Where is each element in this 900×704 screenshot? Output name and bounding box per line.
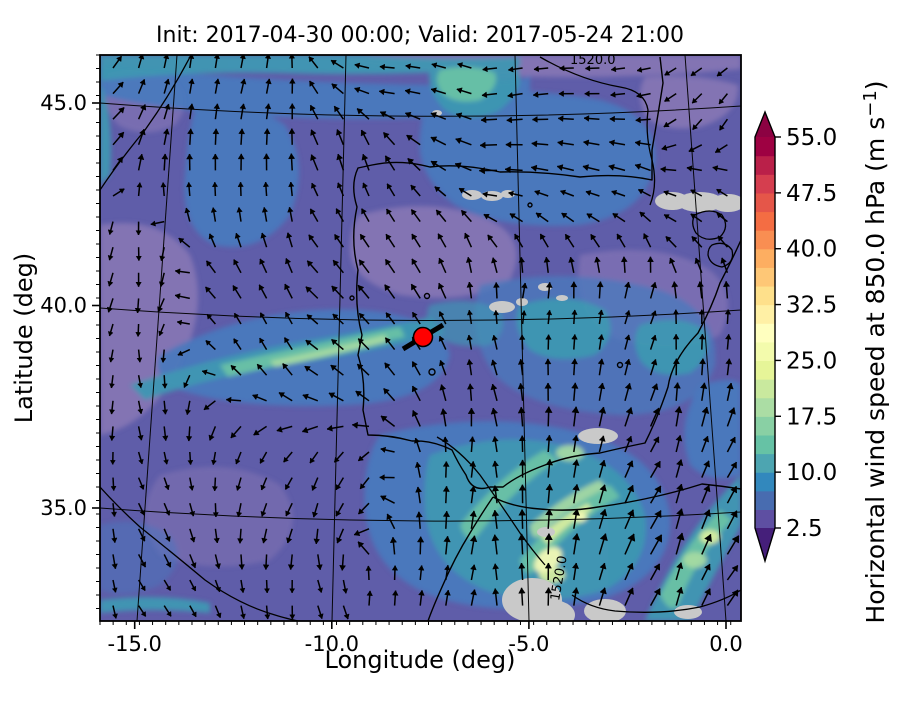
marker-dot: [414, 328, 433, 347]
svg-text:40.0: 40.0: [786, 237, 837, 263]
map-area: 1520.0 1520.0: [100, 53, 745, 631]
colorbar-label: Horizontal wind speed at 850.0 hPa (m s−…: [860, 80, 890, 623]
svg-text:47.5: 47.5: [786, 181, 837, 207]
plot-title: Init: 2017-04-30 00:00; Valid: 2017-05-2…: [156, 23, 684, 48]
svg-text:32.5: 32.5: [786, 293, 837, 319]
svg-text:35.0: 35.0: [40, 496, 87, 520]
svg-text:10.0: 10.0: [786, 460, 837, 486]
colorbar: 2.5 10.0 17.5 25.0 32.5 40.0 47.5 55.0 Horizont…: [755, 80, 890, 623]
svg-text:-10.0: -10.0: [305, 632, 359, 656]
svg-text:25.0: 25.0: [786, 348, 837, 374]
colorbar-segments: [755, 112, 775, 561]
svg-text:45.0: 45.0: [40, 91, 87, 115]
y-axis-label: Latitude (deg): [10, 253, 38, 423]
svg-text:40.0: 40.0: [40, 294, 87, 318]
svg-text:-5.0: -5.0: [508, 632, 549, 656]
svg-text:0.0: 0.0: [709, 632, 742, 656]
svg-text:2.5: 2.5: [786, 516, 823, 542]
svg-text:-15.0: -15.0: [108, 632, 162, 656]
svg-text:55.0: 55.0: [786, 125, 837, 151]
colorbar-ticks: 2.5 10.0 17.5 25.0 32.5 40.0 47.5 55.0: [775, 125, 837, 542]
svg-text:17.5: 17.5: [786, 404, 837, 430]
